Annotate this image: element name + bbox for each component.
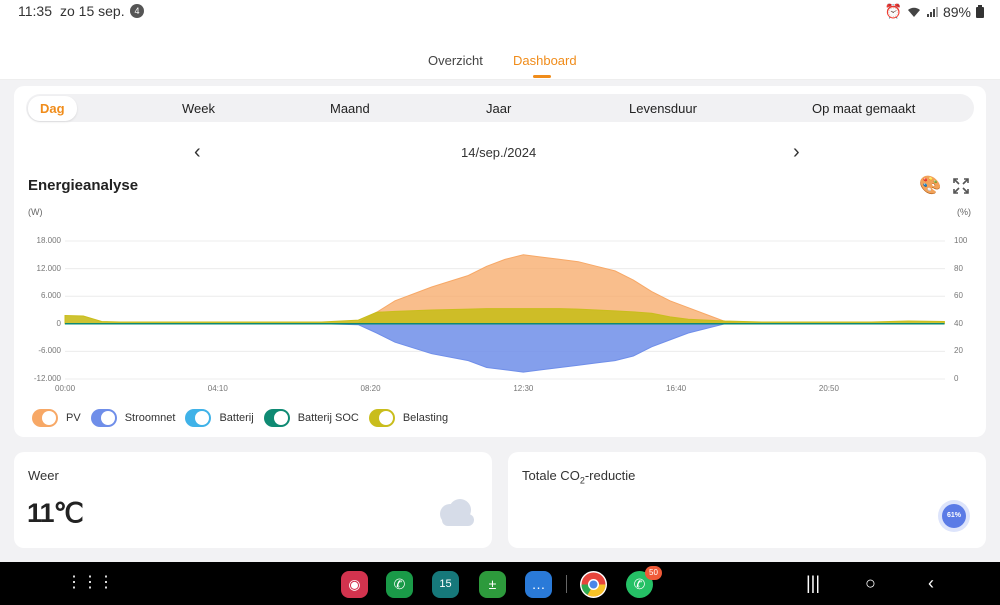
camera-app-icon[interactable]: ◉ xyxy=(341,571,368,598)
period-dag[interactable]: Dag xyxy=(28,96,77,121)
status-bar: 11:35 zo 15 sep. 4 ⏰ 89% xyxy=(0,0,1000,24)
period-op-maat[interactable]: Op maat gemaakt xyxy=(812,101,916,116)
calculator-app-icon[interactable]: ± xyxy=(479,571,506,598)
chrome-app-icon[interactable] xyxy=(580,571,607,598)
y-tick-label: 0 xyxy=(56,318,61,328)
cloud-icon xyxy=(440,499,474,526)
system-dock: ⋮⋮⋮ ◉ ✆ 15 ± … ✆ 50 ||| ○ ‹ xyxy=(0,562,1000,605)
tab-overzicht[interactable]: Overzicht xyxy=(428,53,483,68)
top-navigation: Overzicht Dashboard xyxy=(0,24,1000,80)
period-selector: Dag Week Maand Jaar Levensduur Op maat g… xyxy=(26,94,974,122)
y-tick-label: -12.000 xyxy=(33,374,61,383)
dock-separator xyxy=(566,575,567,593)
y2-tick-label: 100 xyxy=(954,236,968,245)
signal-icon xyxy=(926,6,938,17)
palette-icon[interactable]: 🎨 xyxy=(919,175,942,195)
legend-label-stroomnet: Stroomnet xyxy=(124,412,176,424)
fullscreen-icon[interactable] xyxy=(952,177,970,195)
period-week[interactable]: Week xyxy=(182,101,215,116)
period-jaar[interactable]: Jaar xyxy=(486,101,512,116)
series-belasting xyxy=(64,308,945,325)
legend-toggle-stroomnet[interactable] xyxy=(90,409,117,427)
status-icons: ⏰ 89% xyxy=(885,3,984,20)
y2-tick-label: 0 xyxy=(954,374,959,383)
back-button[interactable]: ‹ xyxy=(928,573,934,593)
messages-app-icon[interactable]: … xyxy=(525,571,552,598)
app-drawer-icon[interactable]: ⋮⋮⋮ xyxy=(66,574,114,591)
wifi-icon xyxy=(907,7,920,17)
period-levensduur[interactable]: Levensduur xyxy=(629,101,697,116)
alarm-icon: ⏰ xyxy=(884,3,902,19)
recent-apps-button[interactable]: ||| xyxy=(806,573,821,593)
y-tick-label: -6.000 xyxy=(38,346,61,356)
active-tab-indicator xyxy=(533,75,551,78)
home-button[interactable]: ○ xyxy=(865,573,876,593)
x-tick-label: 04:10 xyxy=(207,384,228,393)
status-time: 11:35 xyxy=(18,3,52,19)
chart-series xyxy=(64,254,945,373)
legend-label-batterij: Batterij xyxy=(219,412,254,424)
x-tick-label: 00:00 xyxy=(55,384,76,393)
phone-app-icon[interactable]: ✆ xyxy=(386,571,413,598)
co2-card[interactable]: Totale CO2-reductie xyxy=(508,452,986,548)
x-tick-label: 16:40 xyxy=(666,384,687,393)
next-date-button[interactable]: › xyxy=(793,141,800,163)
x-tick-label: 12:30 xyxy=(513,384,534,393)
weather-card[interactable]: Weer 11℃ xyxy=(14,452,492,548)
legend-toggle-batterij-soc[interactable] xyxy=(263,409,290,427)
tab-dashboard[interactable]: Dashboard xyxy=(513,53,577,68)
weather-temperature: 11℃ xyxy=(27,498,84,528)
y-axis-unit: (W) xyxy=(28,207,43,217)
x-tick-label: 08:20 xyxy=(360,384,381,393)
co2-percent: 61% xyxy=(942,504,966,528)
co2-title: Totale CO2-reductie xyxy=(522,468,636,486)
y2-axis-unit: (%) xyxy=(957,207,971,217)
y2-tick-label: 80 xyxy=(954,263,963,273)
whatsapp-badge: 50 xyxy=(645,566,662,580)
status-date: zo 15 sep. xyxy=(60,3,125,19)
y2-tick-label: 40 xyxy=(954,318,963,328)
legend-label-batterij-soc: Batterij SOC xyxy=(297,412,359,424)
weather-title: Weer xyxy=(28,468,59,483)
battery-percent: 89% xyxy=(942,3,971,20)
legend-toggle-belasting[interactable] xyxy=(368,409,395,427)
calendar-app-icon[interactable]: 15 xyxy=(432,571,459,598)
x-tick-label: 20:50 xyxy=(818,384,839,393)
battery-icon xyxy=(976,5,984,18)
chart-title: Energieanalyse xyxy=(28,177,139,194)
chart-legend: PV Stroomnet Batterij Batterij SOC Belas… xyxy=(32,408,458,428)
co2-percent-badge: 61% xyxy=(938,500,970,532)
period-maand[interactable]: Maand xyxy=(330,101,370,116)
y-tick-label: 18.000 xyxy=(36,236,61,245)
series-stroomnet xyxy=(65,323,945,373)
legend-toggle-pv[interactable] xyxy=(32,409,58,427)
y-tick-label: 12.000 xyxy=(36,263,61,273)
y2-tick-label: 20 xyxy=(954,346,963,356)
legend-toggle-batterij[interactable] xyxy=(185,409,212,427)
y-tick-label: 6.000 xyxy=(40,291,61,301)
previous-date-button[interactable]: ‹ xyxy=(194,141,201,163)
current-date: 14/sep./2024 xyxy=(461,145,537,160)
y2-tick-label: 60 xyxy=(954,291,963,301)
legend-label-belasting: Belasting xyxy=(402,412,449,424)
notification-count-badge: 4 xyxy=(130,4,144,18)
legend-label-pv: PV xyxy=(66,412,81,424)
